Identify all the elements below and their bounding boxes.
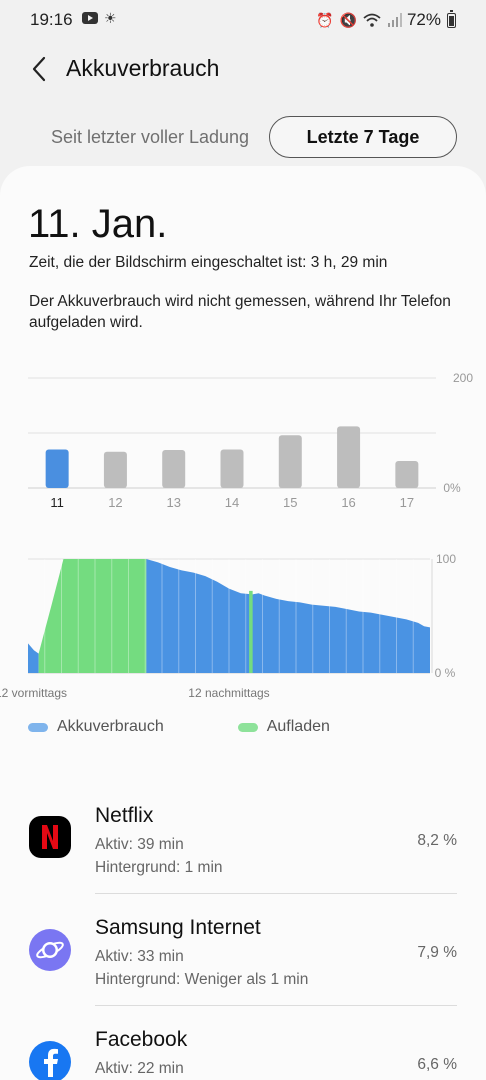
app-row-samsung-internet[interactable]: Samsung Internet Aktiv: 33 min Hintergru…: [0, 908, 486, 1020]
alarm-icon: ⏰: [316, 12, 334, 28]
app-active-time: Aktiv: 22 min: [95, 1060, 184, 1077]
bar-label-14: 14: [225, 495, 239, 510]
area-x-tick-afternoon: 12 nachmittags: [188, 686, 269, 700]
app-header: Akkuverbrauch: [0, 40, 486, 100]
bar-day-14: [220, 449, 244, 488]
charging-note: Der Akkuverbrauch wird nicht gemessen, w…: [29, 293, 451, 331]
app-background-time: Hintergrund: 1 min: [95, 859, 223, 876]
charging-area-1: [249, 590, 253, 673]
samsung-internet-icon: [29, 929, 71, 971]
bar-day-16: [337, 426, 361, 488]
wifi-icon: [363, 13, 381, 27]
selected-date: 11. Jan.: [28, 202, 168, 246]
signal-icon: [387, 13, 402, 27]
area-y-tick-top: 100: [436, 552, 456, 566]
bar-y-tick-bottom: 0%: [443, 481, 461, 495]
bar-y-tick-top: 200: [453, 371, 473, 385]
bar-day-17: [395, 461, 419, 488]
usage-area-1: [146, 559, 430, 673]
bar-label-16: 16: [341, 495, 355, 510]
legend-swatch-usage: [28, 722, 48, 732]
status-time: 19:16: [30, 10, 73, 29]
app-percent: 8,2 %: [417, 832, 457, 849]
back-button[interactable]: [22, 52, 56, 86]
legend-item-usage: Akkuverbrauch: [28, 718, 164, 736]
app-active-time: Aktiv: 33 min: [95, 948, 184, 965]
page-title: Akkuverbrauch: [66, 55, 220, 81]
bar-day-11: [45, 449, 69, 488]
battery-icon: [447, 9, 456, 28]
bar-label-17: 17: [400, 495, 414, 510]
app-row-facebook[interactable]: Facebook Aktiv: 22 min 6,6 %: [0, 1020, 486, 1080]
app-name: Facebook: [95, 1028, 188, 1051]
tab-since-last-charge[interactable]: Seit letzter voller Ladung: [50, 126, 250, 147]
netflix-icon: [29, 816, 71, 858]
charging-area-0: [38, 559, 147, 673]
youtube-icon: [82, 12, 98, 24]
divider: [95, 1005, 457, 1006]
divider: [95, 893, 457, 894]
screen-time-text: Zeit, die der Bildschirm eingeschaltet i…: [29, 254, 388, 271]
tab-last-7-days[interactable]: Letzte 7 Tage: [269, 116, 457, 158]
bar-day-15: [278, 435, 302, 488]
legend-swatch-charging: [237, 722, 258, 732]
area-x-tick-morning: 12 vormittags: [0, 686, 67, 700]
app-name: Netflix: [95, 804, 154, 827]
app-background-time: Hintergrund: Weniger als 1 min: [95, 971, 309, 988]
bar-day-13: [162, 450, 186, 488]
bar-day-12: [103, 451, 127, 488]
status-bar: 19:16 ☀ ⏰ 🔇 72%: [0, 0, 486, 40]
facebook-icon: [29, 1041, 71, 1080]
legend-label-charging: Aufladen: [266, 718, 330, 735]
battery-charts: 200 0% 11 12 13 14 15 16 17 100 0 % 12 vormittags 12…: [0, 371, 473, 700]
app-percent: 6,6 %: [417, 1056, 457, 1073]
battery-percent: 72%: [406, 10, 441, 29]
bar-label-12: 12: [108, 495, 122, 510]
weather-icon: ☀: [104, 10, 117, 26]
app-percent: 7,9 %: [417, 944, 457, 961]
app-row-netflix[interactable]: Netflix Aktiv: 39 min Hintergrund: 1 min…: [0, 796, 486, 908]
bar-label-11: 11: [50, 495, 64, 510]
chart-legend: Akkuverbrauch Aufladen: [28, 718, 404, 736]
bar-label-15: 15: [283, 495, 297, 510]
usage-area-0: [28, 643, 39, 673]
legend-label-usage: Akkuverbrauch: [57, 718, 164, 735]
app-active-time: Aktiv: 39 min: [95, 836, 184, 853]
mute-icon: 🔇: [339, 12, 357, 28]
area-y-tick-bottom: 0 %: [435, 666, 456, 680]
app-name: Samsung Internet: [95, 916, 261, 939]
bar-label-13: 13: [166, 495, 180, 510]
back-arrow-icon: [32, 56, 46, 82]
legend-item-charging: Aufladen: [237, 718, 330, 736]
